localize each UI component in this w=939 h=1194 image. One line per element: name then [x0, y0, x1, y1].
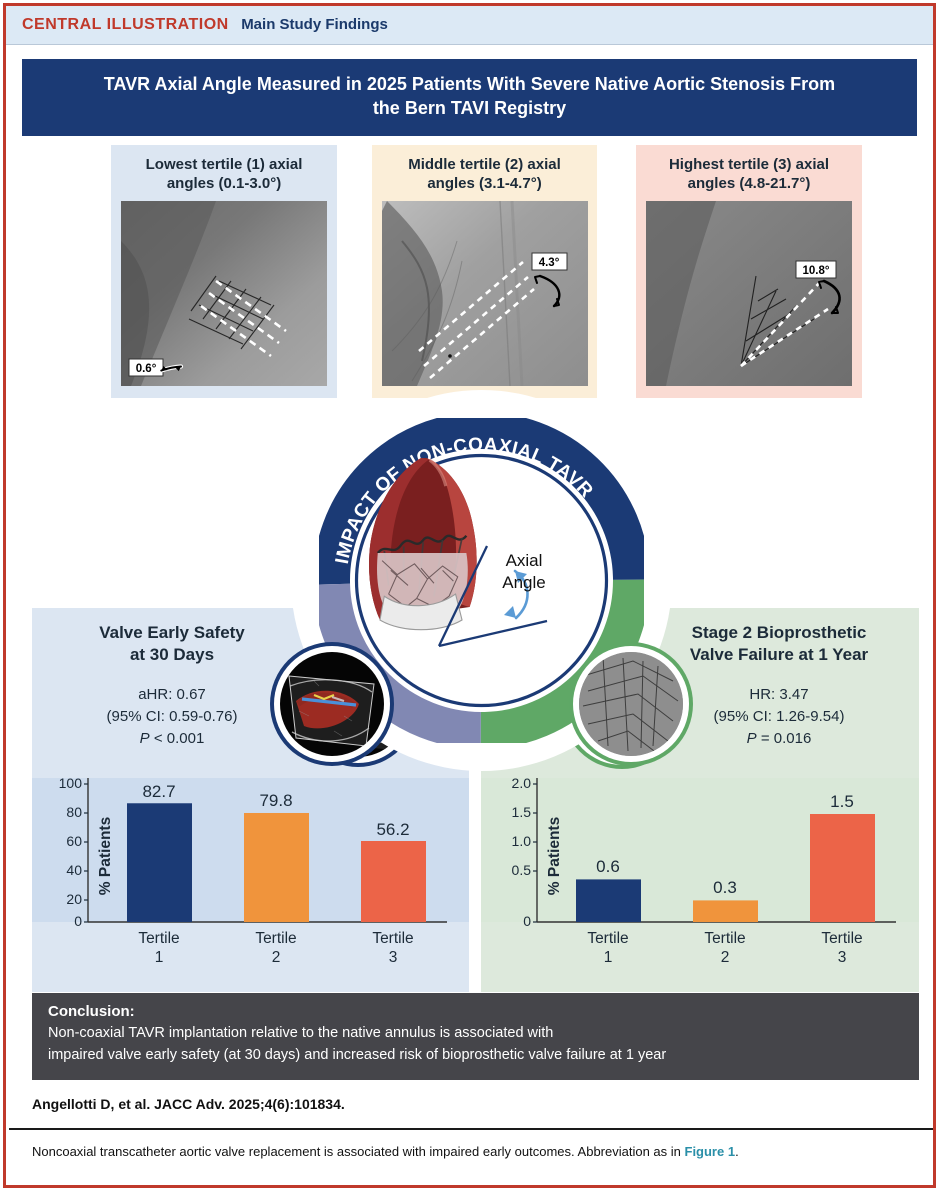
svg-text:Tertile: Tertile: [704, 930, 745, 947]
svg-text:2: 2: [272, 949, 281, 966]
svg-text:1: 1: [604, 949, 613, 966]
svg-text:2: 2: [721, 949, 730, 966]
svg-text:79.8: 79.8: [259, 791, 292, 810]
svg-text:0: 0: [523, 913, 531, 929]
svg-text:1.0: 1.0: [512, 833, 532, 849]
svg-text:% Patients: % Patients: [97, 817, 114, 895]
svg-text:3: 3: [389, 949, 398, 966]
svg-text:0: 0: [74, 913, 82, 929]
svg-text:% Patients: % Patients: [546, 817, 563, 895]
svg-text:82.7: 82.7: [142, 782, 175, 801]
svg-text:1: 1: [155, 949, 164, 966]
svg-text:0.3: 0.3: [713, 878, 737, 897]
svg-text:0.6: 0.6: [596, 857, 620, 876]
svg-text:3: 3: [838, 949, 847, 966]
svg-text:0.5: 0.5: [512, 862, 532, 878]
svg-text:Tertile: Tertile: [587, 930, 628, 947]
svg-text:Axial: Axial: [506, 551, 543, 570]
svg-text:20: 20: [66, 891, 82, 907]
svg-text:4.3°: 4.3°: [539, 257, 560, 269]
svg-text:2.0: 2.0: [512, 778, 532, 791]
svg-text:100: 100: [59, 778, 83, 791]
svg-text:Tertile: Tertile: [138, 930, 179, 947]
svg-text:Tertile: Tertile: [255, 930, 296, 947]
svg-text:Tertile: Tertile: [821, 930, 862, 947]
svg-text:80: 80: [66, 804, 82, 820]
svg-text:56.2: 56.2: [376, 820, 409, 839]
svg-text:1.5: 1.5: [512, 804, 532, 820]
svg-text:1.5: 1.5: [830, 792, 854, 811]
svg-text:Tertile: Tertile: [372, 930, 413, 947]
svg-text:Angle: Angle: [502, 573, 545, 592]
svg-text:60: 60: [66, 833, 82, 849]
svg-text:40: 40: [66, 862, 82, 878]
svg-text:0.6°: 0.6°: [136, 363, 157, 375]
svg-text:10.8°: 10.8°: [803, 265, 830, 277]
